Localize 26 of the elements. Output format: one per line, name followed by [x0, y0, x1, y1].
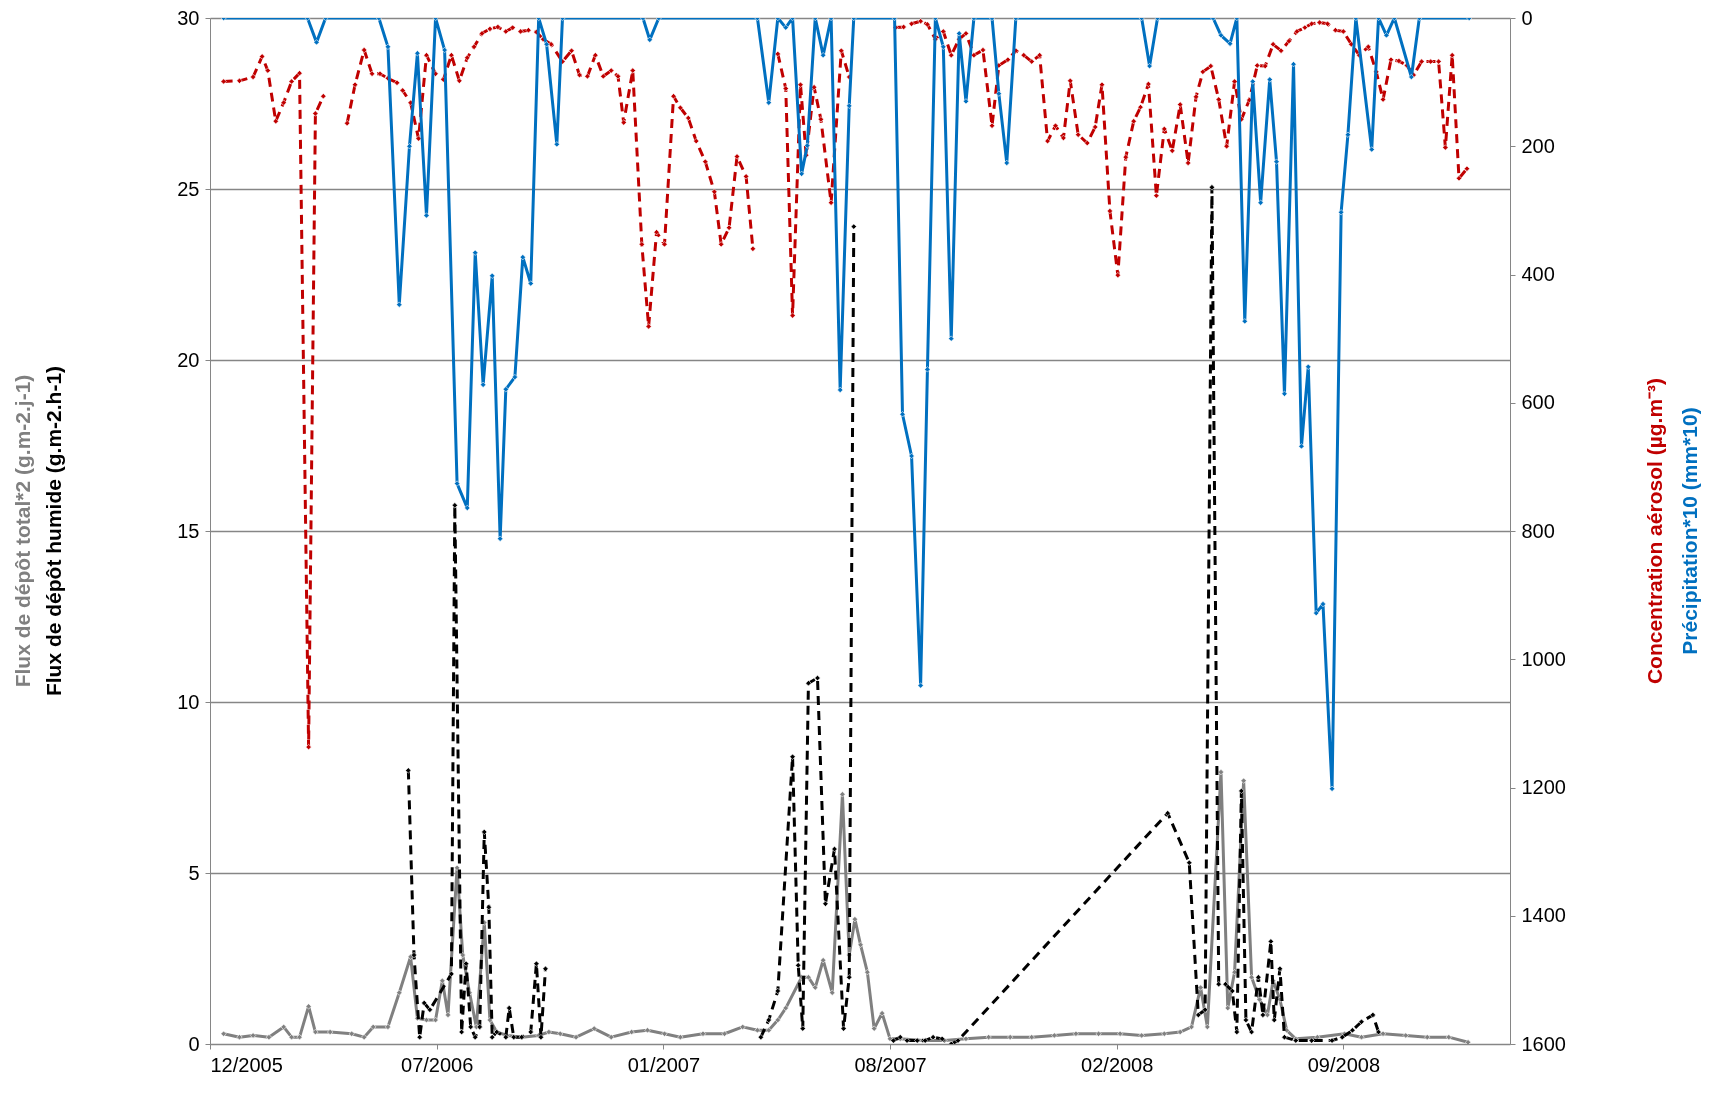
y-tick-label: 5	[188, 861, 200, 884]
y2-tick-label: 200	[1521, 134, 1555, 157]
text: Précipitation*10 (mm*10)	[1678, 407, 1701, 655]
y2-tick-label: 400	[1521, 263, 1555, 285]
y2-tick-label: 1600	[1521, 1032, 1566, 1055]
y2-tick-label: 600	[1521, 391, 1555, 414]
y-tick-label: 10	[177, 690, 200, 713]
text: Concentration aérosol (µg.m⁻³)	[1643, 377, 1666, 685]
x-tick-label: 07/2006	[401, 1053, 474, 1076]
x-tick-label: 08/2007	[854, 1053, 927, 1076]
y-tick-label: 20	[177, 348, 200, 371]
y2-tick-label: 1200	[1521, 776, 1566, 798]
y-tick-label: 0	[188, 1032, 200, 1055]
y2-tick-label: 800	[1521, 519, 1555, 542]
y2-tick-label: 0	[1521, 6, 1533, 29]
y2-tick-label: 1000	[1521, 647, 1566, 670]
x-tick-label: 09/2008	[1307, 1053, 1381, 1076]
x-tick-label: 02/2008	[1081, 1053, 1154, 1076]
y-tick-label: 15	[177, 519, 200, 542]
x-tick-label: 12/2005	[210, 1053, 283, 1076]
y-tick-label: 25	[177, 177, 200, 200]
text: Flux de dépôt humide (g.m-2.h-1)	[42, 365, 65, 697]
y-tick-label: 30	[177, 6, 200, 29]
text: Flux de dépôt total*2 (g.m-2.j-1)	[11, 374, 34, 688]
y2-tick-label: 1400	[1521, 904, 1566, 927]
x-tick-label: 01/2007	[627, 1053, 701, 1076]
